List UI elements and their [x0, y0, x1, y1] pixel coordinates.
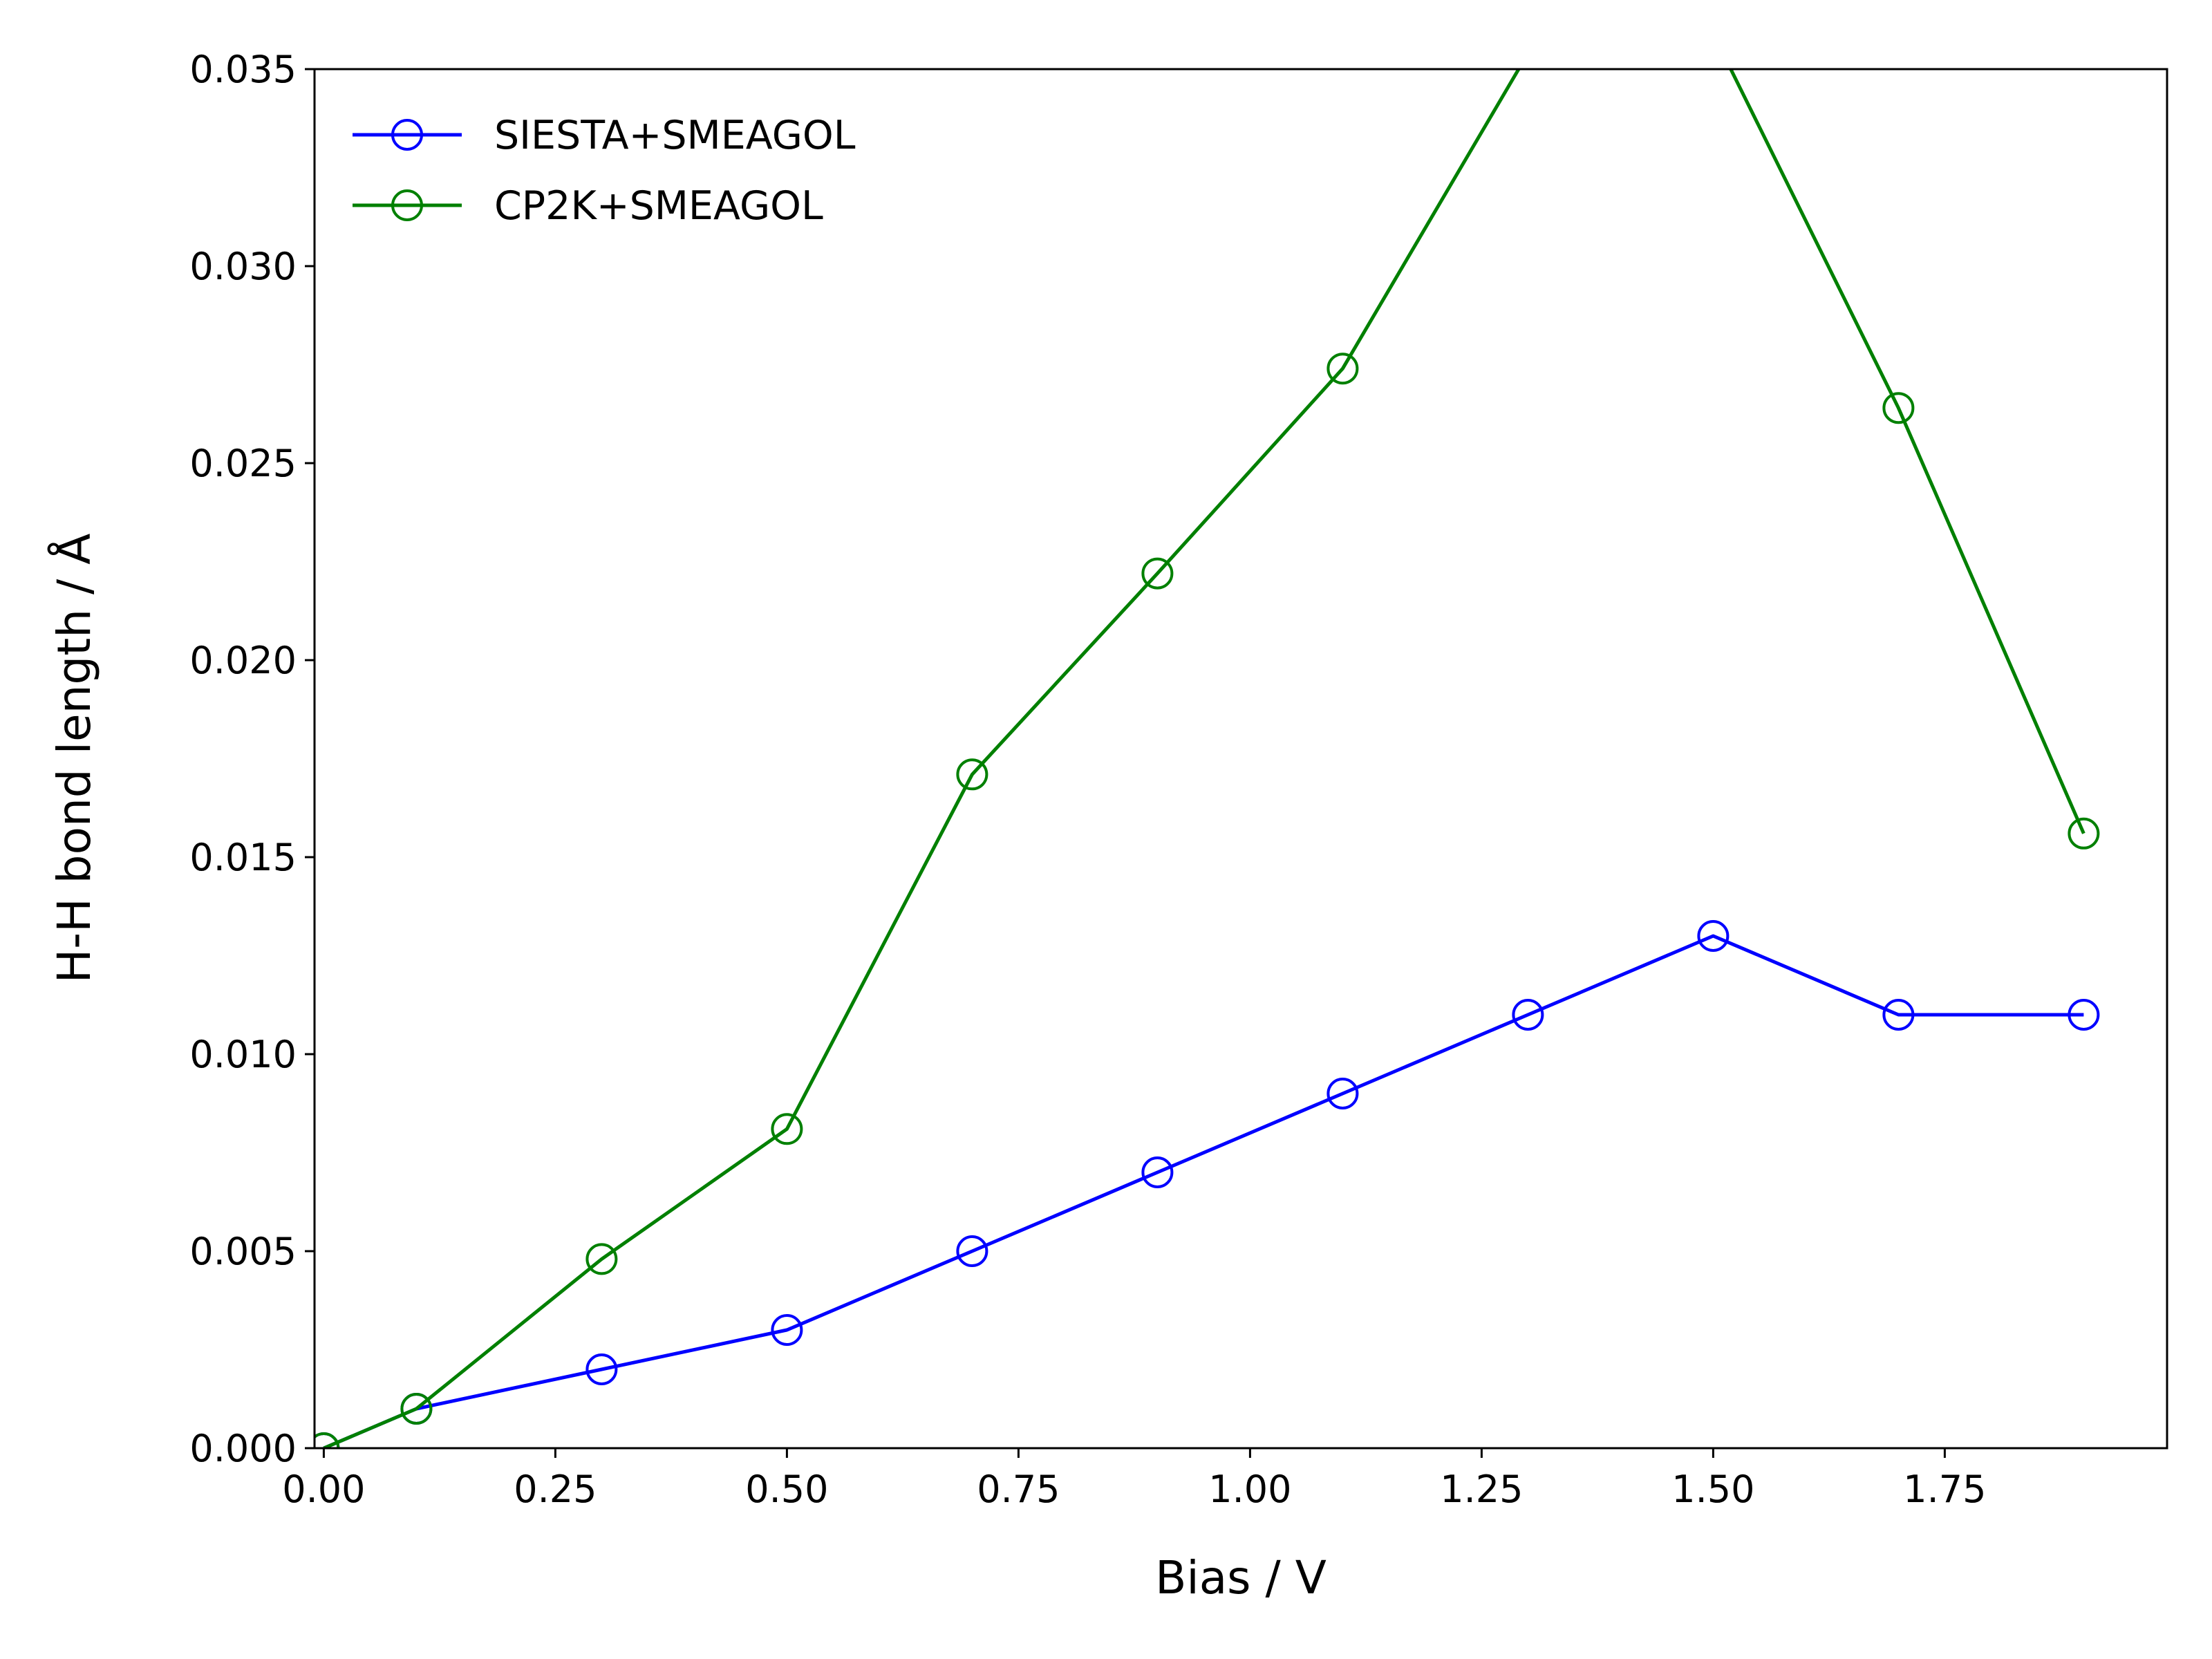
y-tick-label: 0.020	[189, 639, 297, 682]
x-tick-label: 1.75	[1903, 1468, 1986, 1511]
y-axis: 0.000 0.005 0.010 0.015 0.020 0.025 0.030 0.035	[189, 48, 315, 1470]
legend-label-siesta-smeagol: SIESTA+SMEAGOL	[494, 113, 856, 158]
x-tick-label: 1.00	[1208, 1468, 1291, 1511]
data-point-siesta-smeagol	[1141, 1156, 1174, 1188]
data-point-siesta-smeagol	[1697, 920, 1730, 952]
legend: SIESTA+SMEAGOL CP2K+SMEAGOL	[353, 113, 856, 229]
data-point-cp2k-smeagol	[956, 758, 988, 791]
x-tick-label: 0.75	[977, 1468, 1060, 1511]
legend-marker-siesta-smeagol	[391, 119, 423, 151]
legend-marker-cp2k-smeagol	[391, 189, 423, 221]
data-point-cp2k-smeagol	[585, 1243, 618, 1275]
data-point-cp2k-smeagol	[315, 1432, 340, 1448]
x-tick-label: 0.25	[514, 1468, 597, 1511]
data-point-siesta-smeagol	[771, 1314, 803, 1346]
data-point-cp2k-smeagol	[2068, 817, 2100, 850]
x-tick-label: 0.50	[745, 1468, 828, 1511]
y-tick-label: 0.010	[189, 1033, 297, 1076]
data-point-siesta-smeagol	[1882, 999, 1915, 1031]
data-point-siesta-smeagol	[1512, 999, 1544, 1031]
series-line-siesta-smeagol	[323, 934, 2084, 1448]
y-axis-label: H-H bond length / Å	[48, 534, 101, 984]
data-point-siesta-smeagol	[956, 1235, 988, 1267]
y-tick-label: 0.030	[189, 245, 297, 288]
data-point-cp2k-smeagol	[1141, 557, 1174, 590]
data-point-cp2k-smeagol	[1882, 392, 1915, 424]
legend-label-cp2k-smeagol: CP2K+SMEAGOL	[494, 183, 823, 229]
series-layer	[315, 69, 2100, 1448]
x-tick-label: 1.25	[1440, 1468, 1523, 1511]
series-line-cp2k-smeagol	[323, 69, 2086, 1448]
x-tick-label: 0.00	[282, 1468, 365, 1511]
data-point-cp2k-smeagol	[1327, 353, 1359, 385]
x-tick-label: 1.50	[1671, 1468, 1754, 1511]
x-axis: 0.00 0.25 0.50 0.75 1.00 1.25 1.50 1.75	[282, 1448, 1987, 1511]
x-axis-label: Bias / V	[1155, 1551, 1327, 1604]
data-point-siesta-smeagol	[1327, 1078, 1359, 1109]
y-tick-label: 0.035	[189, 48, 297, 91]
data-point-cp2k-smeagol	[400, 1393, 433, 1425]
y-tick-label: 0.000	[189, 1427, 297, 1470]
y-tick-label: 0.005	[189, 1230, 297, 1273]
y-tick-label: 0.025	[189, 442, 297, 485]
data-point-cp2k-smeagol	[771, 1113, 803, 1145]
y-tick-label: 0.015	[189, 836, 297, 879]
data-point-siesta-smeagol	[2068, 999, 2100, 1031]
data-point-siesta-smeagol	[585, 1353, 618, 1385]
plot-frame	[313, 68, 2168, 1450]
